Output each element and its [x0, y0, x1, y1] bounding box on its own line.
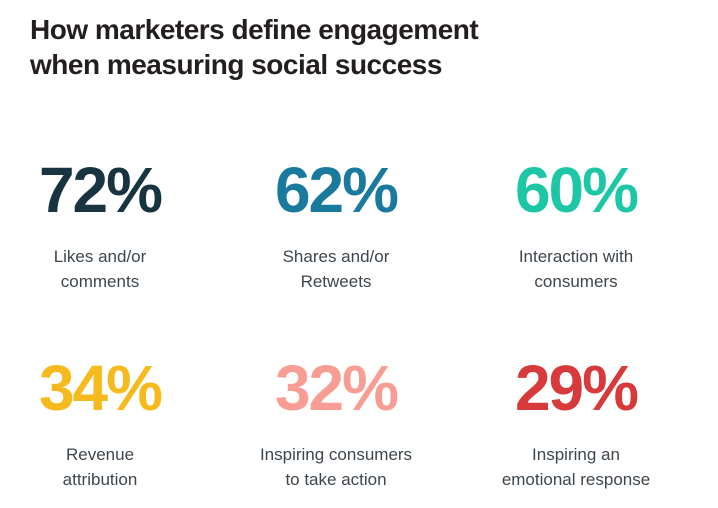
- stat-label-likes-comments: Likes and/or comments: [0, 244, 200, 294]
- stat-value-revenue-attribution: 34%: [38, 352, 163, 424]
- title-line-1: How marketers define engagement: [30, 14, 479, 45]
- stat-label-line: Likes and/or: [53, 247, 147, 266]
- stat-label-line: Inspiring consumers: [259, 445, 413, 464]
- stat-label-line: Shares and/or: [282, 247, 390, 266]
- stat-label-line: Interaction with: [518, 247, 634, 266]
- stat-label-revenue-attribution: Revenue attribution: [0, 442, 200, 492]
- stat-value-inspiring-action: 32%: [274, 352, 399, 424]
- stat-label-line: to take action: [285, 470, 387, 489]
- stat-label-interaction-consumers: Interaction with consumers: [476, 244, 676, 294]
- stat-likes-comments: 72% Likes and/or comments: [0, 158, 200, 294]
- stat-label-line: comments: [60, 272, 140, 291]
- stat-interaction-consumers: 60% Interaction with consumers: [476, 158, 676, 294]
- stat-revenue-attribution: 34% Revenue attribution: [0, 356, 200, 492]
- stat-value-interaction-consumers: 60%: [514, 154, 639, 226]
- stat-value-shares-retweets: 62%: [274, 154, 399, 226]
- stat-label-line: Inspiring an: [532, 445, 620, 464]
- stat-label-emotional-response: Inspiring an emotional response: [476, 442, 676, 492]
- stat-label-line: Revenue: [65, 445, 135, 464]
- stat-label-line: consumers: [534, 272, 618, 291]
- stat-label-line: attribution: [62, 470, 138, 489]
- stat-emotional-response: 29% Inspiring an emotional response: [476, 356, 676, 492]
- title-line-2: when measuring social success: [30, 49, 442, 80]
- stat-inspiring-action: 32% Inspiring consumers to take action: [236, 356, 436, 492]
- page-title: How marketers define engagement when mea…: [30, 12, 479, 82]
- stat-label-line: Retweets: [300, 272, 372, 291]
- stat-label-shares-retweets: Shares and/or Retweets: [236, 244, 436, 294]
- stat-value-emotional-response: 29%: [514, 352, 639, 424]
- stat-value-likes-comments: 72%: [38, 154, 163, 226]
- stat-shares-retweets: 62% Shares and/or Retweets: [236, 158, 436, 294]
- stat-label-line: emotional response: [501, 470, 651, 489]
- stat-label-inspiring-action: Inspiring consumers to take action: [236, 442, 436, 492]
